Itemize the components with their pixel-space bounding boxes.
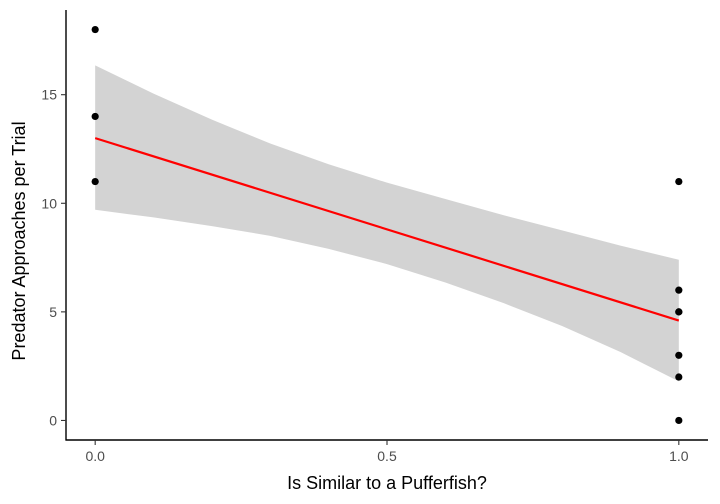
y-tick-label: 10 [41, 195, 57, 211]
confidence-band-layer [95, 65, 679, 382]
data-point [675, 416, 683, 425]
y-tick-label: 15 [41, 87, 57, 103]
fit-line-layer [94, 137, 680, 322]
axes-layer: 0.0 0.5 1.0 0 5 10 15 [41, 10, 708, 464]
regression-line [94, 137, 680, 322]
data-point [675, 177, 683, 186]
x-tick-label: 0.0 [85, 448, 105, 464]
data-points-layer [91, 25, 683, 425]
data-point [91, 25, 99, 34]
data-point [675, 373, 683, 381]
x-tick-label: 0.5 [377, 448, 397, 464]
y-axis-title: Predator Approaches per Trial [9, 121, 29, 360]
x-tick-label: 1.0 [669, 448, 689, 464]
data-point [91, 177, 99, 186]
y-tick-label: 5 [49, 304, 57, 320]
confidence-band [95, 65, 679, 382]
data-point [675, 351, 683, 359]
y-tick-label: 0 [49, 412, 57, 428]
data-point [675, 308, 683, 316]
data-point [675, 286, 683, 294]
x-axis-title: Is Similar to a Pufferfish? [287, 473, 487, 493]
data-point [91, 112, 99, 121]
